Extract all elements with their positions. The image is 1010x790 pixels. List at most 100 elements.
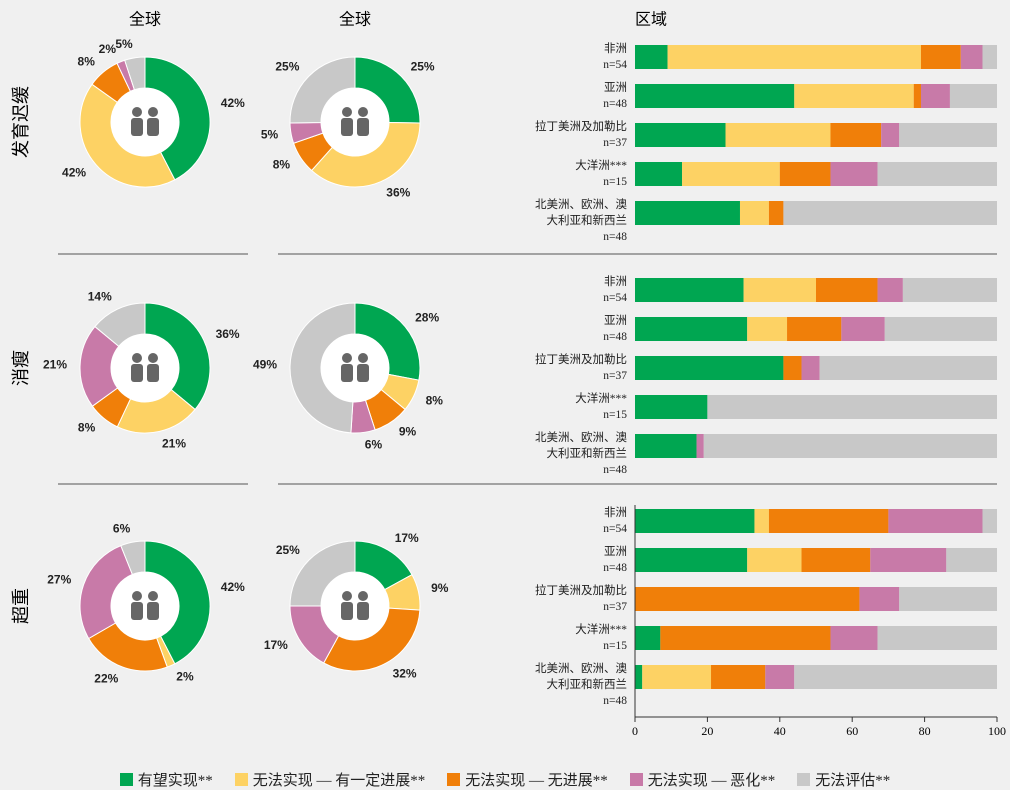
bar-segment [787, 317, 842, 341]
icon-head [358, 107, 368, 117]
bar-segment [635, 201, 740, 225]
bar-segment [841, 317, 885, 341]
bar-segment [830, 123, 882, 147]
bar-segment [682, 162, 780, 186]
icon-body [341, 364, 353, 382]
bar-segment [888, 509, 983, 533]
category-label: 拉丁美洲及加勒比 n=37 [535, 585, 627, 613]
icon-head [132, 107, 142, 117]
bar-segment [642, 665, 712, 689]
icon-bg [111, 88, 179, 156]
data-label: 17% [395, 531, 419, 545]
bar-segment [801, 548, 871, 572]
icon-bg [111, 334, 179, 402]
bar-segment [739, 201, 769, 225]
bar-segment [877, 162, 997, 186]
bar-segment [635, 548, 748, 572]
bar-segment [830, 162, 878, 186]
bar-segment [783, 356, 802, 380]
data-label: 36% [216, 327, 240, 341]
x-tick-label: 100 [988, 724, 1006, 738]
data-label: 25% [275, 59, 299, 73]
data-label: 49% [253, 358, 277, 372]
category-label: 亚洲 n=48 [603, 546, 627, 574]
bar-segment [794, 665, 997, 689]
bar-segment [635, 45, 668, 69]
data-label: 8% [78, 54, 96, 68]
data-label: 14% [88, 290, 112, 304]
data-label: 28% [415, 310, 439, 324]
icon-body [357, 364, 369, 382]
category-label: 大洋洲*** n=15 [575, 624, 627, 652]
icon-bg [321, 334, 389, 402]
category-label: 非洲 n=54 [603, 43, 627, 71]
bar-segment [899, 587, 997, 611]
bar-segment [913, 84, 921, 108]
legend-label: 无法实现 — 无进展** [465, 773, 608, 789]
data-label: 27% [47, 573, 71, 587]
bar-segment [635, 395, 708, 419]
category-label: 北美洲、欧洲、澳 大利亚和新西兰 n=48 [535, 199, 627, 243]
category-label: 亚洲 n=48 [603, 82, 627, 110]
center-icon [111, 88, 179, 156]
bar-segment [711, 665, 766, 689]
data-label: 8% [273, 157, 291, 171]
data-label: 9% [431, 581, 449, 595]
data-label: 9% [399, 425, 417, 439]
row-label: 发育迟缓 [11, 86, 32, 158]
bar-segment [747, 317, 788, 341]
legend-label: 无法实现 — 有一定进展** [252, 773, 426, 789]
icon-bg [111, 572, 179, 640]
bar-segment [982, 45, 997, 69]
bar-segment [635, 626, 661, 650]
data-label: 36% [386, 186, 410, 200]
data-label: 8% [78, 420, 96, 434]
legend-swatch [797, 773, 811, 786]
bar-segment [768, 509, 889, 533]
bar-segment [768, 201, 784, 225]
bar-segment [982, 509, 997, 533]
data-label: 5% [115, 37, 133, 51]
icon-body [341, 118, 353, 136]
data-label: 25% [411, 59, 435, 73]
bar-segment [635, 84, 795, 108]
center-icon [111, 334, 179, 402]
bar-segment [801, 356, 820, 380]
category-label: 非洲 n=54 [603, 507, 627, 535]
bar-segment [920, 84, 950, 108]
row-label: 超重 [11, 588, 32, 624]
column-title: 全球 [129, 10, 161, 29]
icon-body [131, 602, 143, 620]
bar-segment [960, 45, 983, 69]
bar-segment [765, 665, 795, 689]
bar-segment [946, 548, 997, 572]
icon-body [147, 118, 159, 136]
bar-segment [783, 201, 997, 225]
bar-segment [635, 123, 726, 147]
bar-segment [635, 278, 744, 302]
bar-segment [779, 162, 831, 186]
x-tick-label: 20 [701, 724, 713, 738]
icon-head [342, 107, 352, 117]
data-label: 8% [426, 393, 444, 407]
bar-segment [635, 434, 697, 458]
bar-segment [667, 45, 921, 69]
data-label: 5% [261, 128, 279, 142]
category-label: 北美洲、欧洲、澳 大利亚和新西兰 n=48 [535, 663, 627, 707]
bar-segment [881, 123, 900, 147]
icon-body [341, 602, 353, 620]
category-label: 大洋洲*** n=15 [575, 160, 627, 188]
legend-label: 有望实现** [137, 773, 213, 789]
legend-item: 有望实现** [119, 769, 213, 790]
data-label: 42% [221, 580, 245, 594]
x-tick-label: 40 [774, 724, 786, 738]
legend-swatch [119, 773, 133, 786]
data-label: 17% [264, 638, 288, 652]
bar-segment [660, 626, 831, 650]
icon-body [357, 118, 369, 136]
column-title: 全球 [339, 10, 371, 29]
bar-segment [747, 548, 802, 572]
category-label: 大洋洲*** n=15 [575, 393, 627, 421]
legend-item: 无法实现 — 无进展** [447, 769, 608, 790]
